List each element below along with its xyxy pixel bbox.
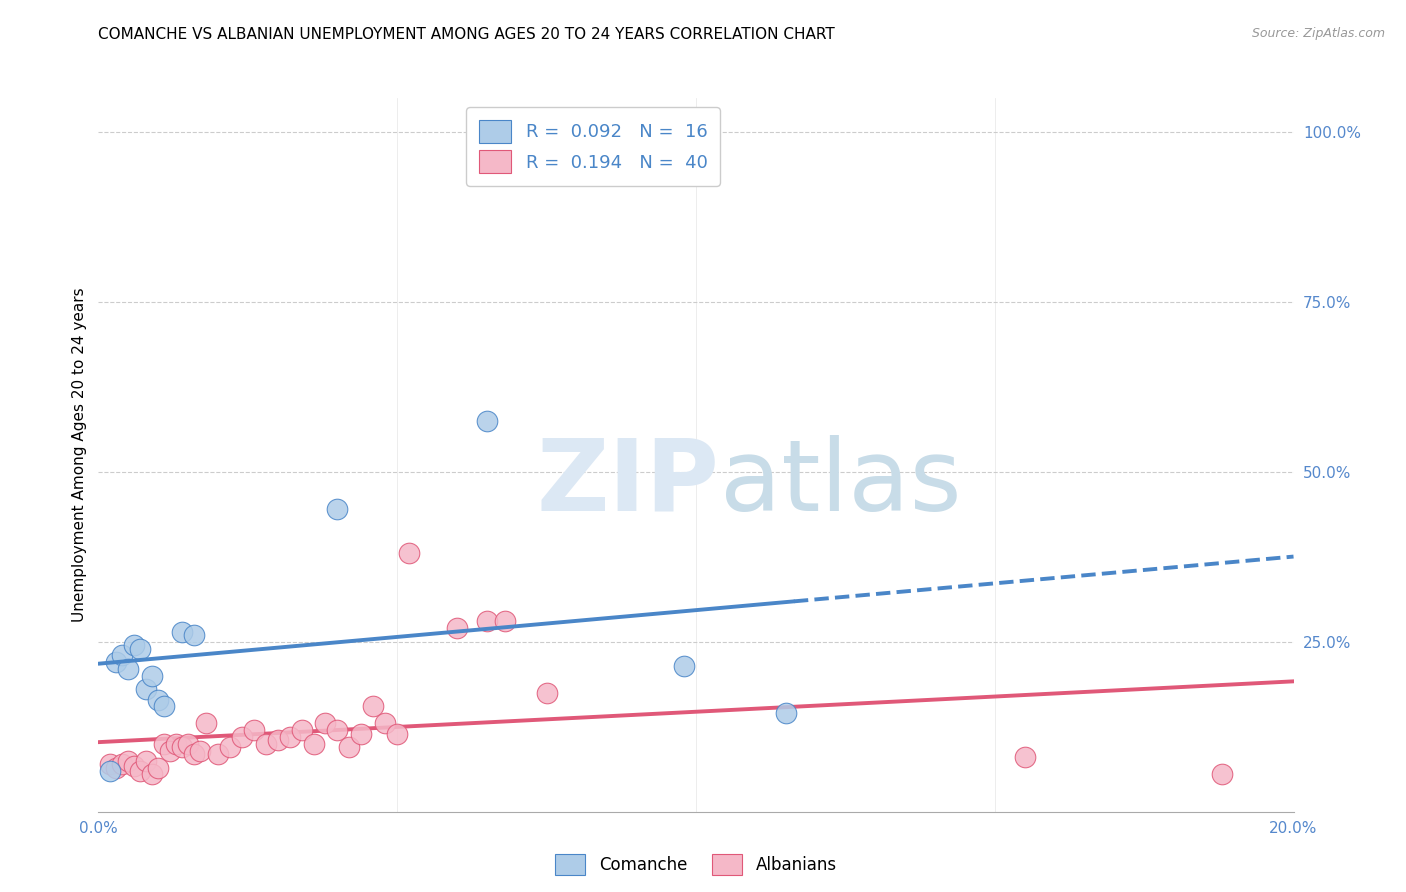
Point	[374, 716, 396, 731]
Point	[100, 764, 122, 778]
Point	[111, 648, 134, 663]
Point	[267, 733, 290, 747]
Point	[111, 757, 134, 772]
Point	[302, 737, 325, 751]
Point	[124, 638, 146, 652]
Point	[315, 716, 337, 731]
Point	[219, 740, 242, 755]
Point	[475, 414, 498, 428]
Legend: Comanche, Albanians: Comanche, Albanians	[548, 847, 844, 882]
Text: Source: ZipAtlas.com: Source: ZipAtlas.com	[1251, 27, 1385, 40]
Point	[339, 740, 360, 755]
Text: ZIP: ZIP	[537, 435, 720, 532]
Point	[141, 669, 163, 683]
Point	[129, 641, 152, 656]
Point	[494, 615, 516, 629]
Point	[207, 747, 229, 761]
Point	[254, 737, 277, 751]
Point	[105, 655, 128, 669]
Point	[195, 716, 218, 731]
Point	[148, 760, 170, 774]
Point	[243, 723, 266, 738]
Point	[105, 760, 128, 774]
Point	[153, 737, 176, 751]
Point	[326, 502, 349, 516]
Point	[117, 754, 139, 768]
Point	[153, 699, 176, 714]
Point	[385, 726, 409, 740]
Point	[291, 723, 314, 738]
Point	[536, 686, 558, 700]
Point	[326, 723, 349, 738]
Point	[775, 706, 797, 721]
Point	[475, 615, 498, 629]
Point	[124, 758, 146, 772]
Point	[177, 737, 200, 751]
Point	[135, 754, 157, 768]
Point	[188, 743, 211, 757]
Point	[1211, 767, 1233, 781]
Point	[278, 730, 301, 744]
Point	[183, 628, 205, 642]
Text: atlas: atlas	[720, 435, 962, 532]
Point	[363, 699, 385, 714]
Point	[148, 692, 170, 706]
Point	[446, 621, 468, 635]
Point	[231, 730, 253, 744]
Point	[135, 682, 157, 697]
Point	[1014, 750, 1036, 764]
Point	[172, 740, 194, 755]
Point	[159, 743, 181, 757]
Point	[165, 737, 187, 751]
Point	[350, 726, 373, 740]
Point	[129, 764, 152, 778]
Text: COMANCHE VS ALBANIAN UNEMPLOYMENT AMONG AGES 20 TO 24 YEARS CORRELATION CHART: COMANCHE VS ALBANIAN UNEMPLOYMENT AMONG …	[98, 27, 835, 42]
Point	[172, 624, 194, 639]
Point	[673, 658, 696, 673]
Y-axis label: Unemployment Among Ages 20 to 24 years: Unemployment Among Ages 20 to 24 years	[72, 287, 87, 623]
Point	[100, 757, 122, 772]
Point	[141, 767, 163, 781]
Point	[398, 546, 420, 560]
Point	[183, 747, 205, 761]
Point	[117, 662, 139, 676]
